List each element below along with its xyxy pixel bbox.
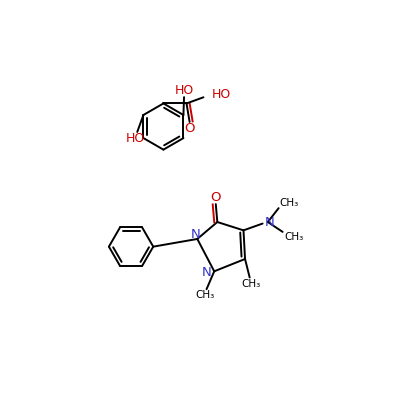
Text: HO: HO bbox=[126, 132, 145, 145]
Text: N: N bbox=[264, 216, 274, 228]
Text: HO: HO bbox=[174, 84, 194, 97]
Text: N: N bbox=[202, 266, 212, 279]
Text: N: N bbox=[191, 228, 201, 241]
Text: CH₃: CH₃ bbox=[280, 198, 299, 208]
Text: CH₃: CH₃ bbox=[195, 290, 215, 300]
Text: O: O bbox=[210, 192, 221, 204]
Text: CH₃: CH₃ bbox=[241, 279, 260, 289]
Text: HO: HO bbox=[212, 88, 231, 101]
Text: CH₃: CH₃ bbox=[284, 232, 304, 242]
Text: O: O bbox=[185, 122, 195, 135]
